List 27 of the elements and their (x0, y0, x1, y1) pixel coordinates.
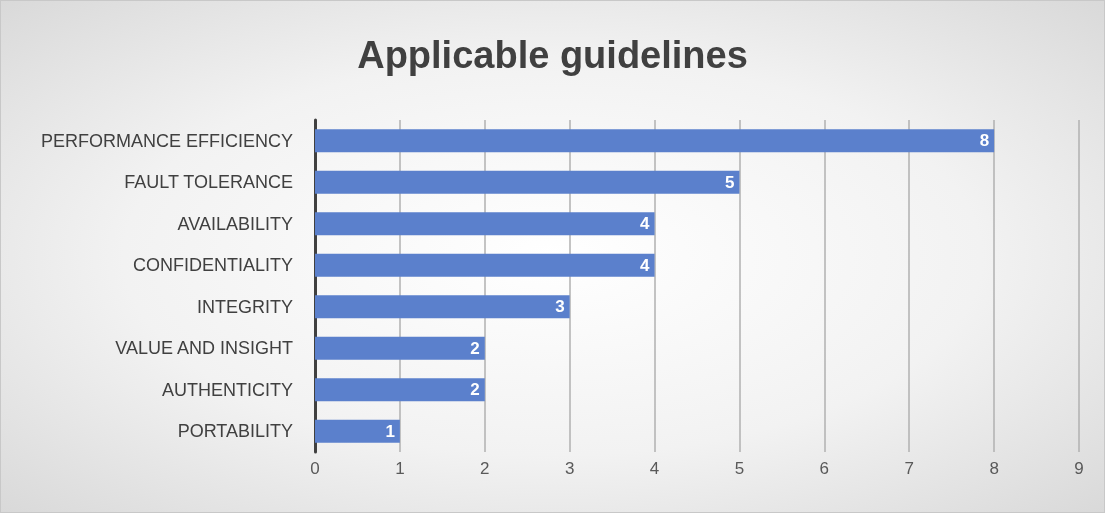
y-tick-label: CONFIDENTIALITY (132, 255, 293, 276)
chart-title: Applicable guidelines (357, 34, 748, 76)
x-tick-label: 7 (904, 459, 914, 478)
data-label: 4 (640, 255, 651, 275)
x-tick-label: 5 (734, 459, 745, 478)
x-tick-label: 8 (989, 459, 999, 478)
y-tick-label: INTEGRITY (196, 296, 293, 317)
data-label: 5 (724, 172, 735, 192)
y-tick-label: AUTHENTICITY (161, 379, 293, 400)
x-tick-label: 1 (395, 459, 405, 478)
data-label: 1 (385, 421, 395, 441)
data-label: 3 (555, 297, 565, 317)
y-tick-label: FAULT TOLERANCE (124, 172, 293, 193)
y-tick-label: PERFORMANCE EFFICIENCY (40, 130, 293, 151)
data-label: 2 (470, 380, 480, 400)
x-tick-label: 0 (310, 459, 320, 478)
x-tick-label: 4 (649, 459, 660, 478)
x-tick-label: 3 (564, 459, 575, 478)
y-tick-label: VALUE AND INSIGHT (115, 338, 293, 359)
data-label: 8 (979, 131, 990, 151)
data-label: 2 (470, 338, 480, 358)
y-tick-label: PORTABILITY (177, 421, 293, 442)
x-tick-label: 6 (819, 459, 830, 478)
x-tick-label: 2 (480, 459, 490, 478)
x-tick-label: 9 (1074, 459, 1084, 478)
y-tick-label: AVAILABILITY (177, 213, 293, 234)
data-label: 4 (640, 214, 651, 234)
